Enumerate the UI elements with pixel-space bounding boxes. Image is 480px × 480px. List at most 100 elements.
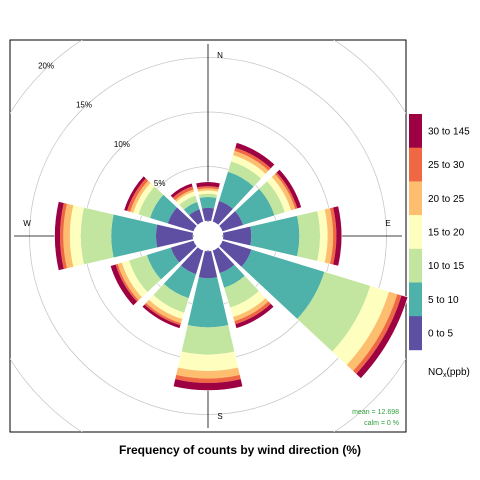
legend-label: 10 to 15: [428, 261, 465, 272]
wedge-90-bin-5: [329, 207, 337, 265]
wedge-90-bin-4: [324, 207, 334, 265]
wedge-210-bin-5: [144, 302, 182, 326]
wedge-120-bin-6: [356, 295, 408, 379]
wedge-outline-300: [123, 175, 198, 232]
wedge-150-bin-0: [212, 246, 235, 274]
wedge-180-bin-1: [187, 277, 229, 328]
wedge-150-bin-2: [223, 275, 260, 308]
wedge-330-bin-2: [179, 195, 198, 210]
wedge-30-bin-2: [227, 161, 262, 187]
legend-swatch: [409, 181, 422, 216]
wedge-outline-30: [212, 142, 276, 226]
wedge-270-bin-5: [60, 202, 67, 270]
wedge-210-bin-1: [163, 265, 197, 299]
legend-label: 15 to 20: [428, 228, 465, 239]
wedge-240-bin-2: [129, 254, 162, 293]
wedge-0-bin-5: [196, 186, 220, 190]
wedge-330-bin-5: [172, 186, 194, 201]
wedge-210-bin-0: [180, 246, 204, 275]
wedge-270-bin-2: [80, 207, 114, 265]
legend: 30 to 145 25 to 30 20 to 25 15 to 20 10 to 1…: [409, 114, 470, 351]
compass-label-w: W: [23, 219, 31, 228]
wedge-120-bin-2: [297, 271, 371, 352]
wedge-90-bin-6: [333, 205, 342, 267]
wedge-150-bin-3: [229, 290, 266, 318]
calm-stat: calm = 0 %: [364, 420, 399, 427]
wedge-270-bin-1: [111, 214, 158, 258]
wedge-0-bin-1: [199, 197, 217, 209]
legend-title: NOx(ppb): [428, 367, 470, 379]
wedge-60-bin-2: [258, 181, 285, 216]
legend-swatch: [409, 316, 422, 351]
wedge-outline-210: [141, 246, 204, 329]
wedge-180-bin-6: [173, 379, 243, 391]
wedge-300-bin-0: [167, 207, 198, 232]
wedge-60-bin-6: [276, 169, 302, 209]
wedge-90-bin-1: [250, 215, 300, 257]
wind-wedges: [54, 142, 409, 391]
wedge-30-bin-5: [234, 147, 272, 171]
wedge-330-bin-4: [174, 189, 195, 202]
wedge-60-bin-4: [271, 173, 296, 211]
wedge-120-bin-5: [352, 293, 402, 375]
wedge-150-bin-6: [235, 303, 274, 329]
wedge-270-bin-4: [63, 203, 74, 269]
wedge-300-bin-2: [138, 186, 164, 219]
legend-label: 0 to 5: [428, 329, 453, 340]
wedge-120-bin-3: [332, 285, 390, 366]
wedge-90-bin-3: [317, 209, 328, 263]
wedge-outline-0: [195, 181, 221, 222]
wedge-0-bin-6: [195, 181, 221, 188]
legend-swatch: [409, 215, 422, 250]
wedge-210-bin-2: [153, 283, 189, 313]
wedge-150-bin-5: [234, 301, 272, 325]
wedge-120-bin-1: [241, 249, 325, 320]
wedge-90-bin-2: [296, 210, 321, 262]
compass-label-s: S: [217, 412, 222, 421]
wedge-300-bin-3: [133, 182, 155, 215]
wedge-30-bin-0: [212, 200, 234, 226]
legend-swatch: [409, 114, 422, 148]
wedge-0-bin-2: [198, 193, 218, 199]
wedge-30-bin-4: [232, 150, 269, 175]
wedge-270-bin-3: [69, 204, 84, 268]
ring-labels: 5% 10% 15% 20%: [38, 61, 165, 188]
wedge-180-bin-4: [175, 367, 241, 379]
wedge-outline-90: [222, 205, 343, 267]
wedge-210-bin-6: [142, 304, 181, 329]
wedge-240-bin-5: [115, 263, 139, 302]
wedge-300-bin-1: [149, 194, 178, 224]
wedge-0-bin-0: [201, 207, 215, 222]
ring-label-5: 5%: [154, 179, 166, 188]
wedge-240-bin-4: [117, 262, 143, 301]
ring-label-10: 10%: [114, 140, 130, 149]
wedge-330-bin-1: [183, 201, 200, 216]
rose-centre: [194, 222, 222, 250]
wedge-240-bin-1: [146, 247, 180, 280]
wedge-150-bin-4: [232, 297, 269, 322]
wedge-60-bin-1: [234, 188, 275, 226]
wedge-240-bin-3: [121, 260, 148, 298]
wedge-210-bin-4: [145, 299, 183, 324]
wedge-300-bin-4: [130, 180, 151, 214]
legend-label: 25 to 30: [428, 160, 465, 171]
wedge-210-bin-3: [148, 294, 185, 320]
wedge-60-bin-0: [218, 210, 244, 232]
compass-label-e: E: [385, 219, 390, 228]
legend-label: 5 to 10: [428, 295, 459, 306]
wedge-240-bin-6: [110, 264, 138, 306]
wedge-60-bin-5: [274, 172, 298, 210]
wedge-300-bin-6: [123, 175, 147, 212]
ring-label-15: 15%: [76, 101, 92, 110]
wedge-30-bin-6: [235, 142, 275, 169]
wedge-180-bin-3: [177, 351, 239, 371]
wedge-30-bin-1: [218, 171, 254, 210]
wedge-330-bin-3: [176, 191, 196, 206]
legend-swatch: [409, 248, 422, 283]
wedge-outline-150: [212, 246, 275, 329]
legend-swatch: [409, 282, 422, 317]
wedge-outline-120: [218, 240, 409, 379]
legend-label: 20 to 25: [428, 194, 465, 205]
wedge-150-bin-1: [219, 264, 245, 288]
legend-swatch: [409, 147, 422, 182]
